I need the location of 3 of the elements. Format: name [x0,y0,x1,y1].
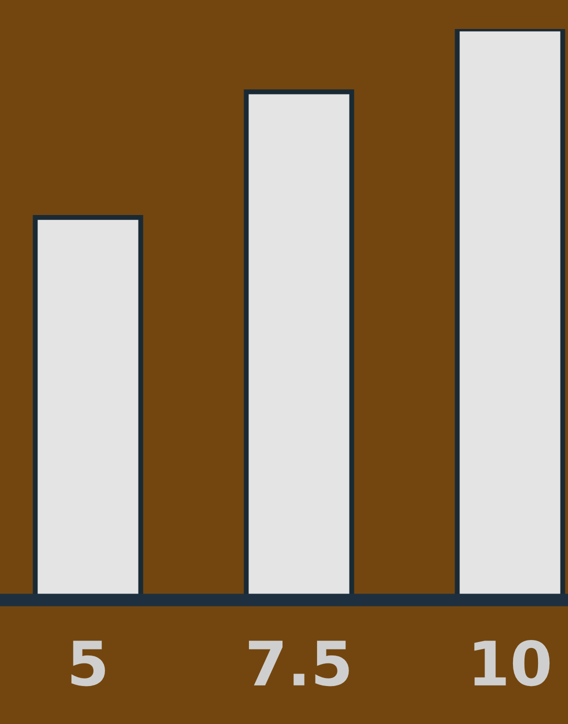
x-tick-label: 7.5 [248,640,349,686]
x-tick-label: 10 [474,640,550,686]
x-tick-label: 5 [71,640,105,686]
